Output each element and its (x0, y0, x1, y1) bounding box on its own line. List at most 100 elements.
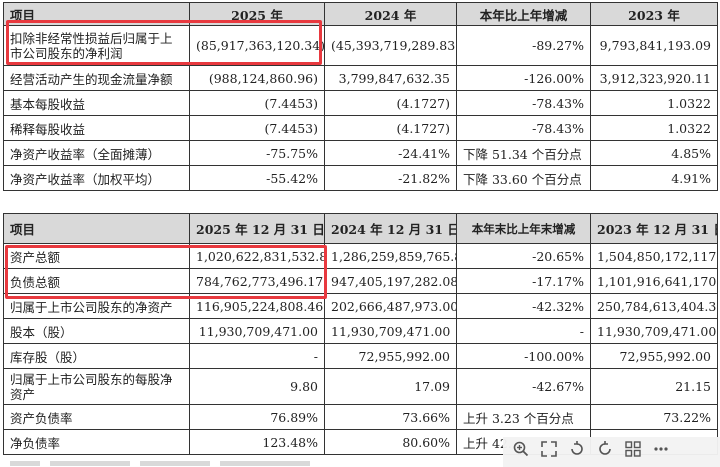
cell-2023: 1.0322 (590, 115, 718, 141)
cell-change: -100.00% (456, 343, 591, 369)
cut-off-text-strip (0, 458, 503, 467)
row-label: 净资产收益率（加权平均） (3, 165, 190, 191)
table1-header-2023: 2023 年 (590, 2, 718, 26)
cell-change: -42.32% (456, 293, 591, 319)
table-row: 负债总额 784,762,773,496.17 947,405,197,282.… (3, 268, 718, 294)
cell-2023: 1.0322 (590, 90, 718, 116)
table2-header-row: 项目 2025 年 12 月 31 日 2024 年 12 月 31 日 本年末… (3, 213, 718, 244)
expand-icon[interactable] (540, 440, 558, 458)
cell-2024: 1,286,259,859,765.82 (324, 243, 457, 269)
cell-2025: - (189, 343, 325, 369)
table2-header-item: 项目 (3, 213, 190, 244)
table-row: 净资产收益率（全面摊薄） -75.75% -24.41% 下降 51.34 个百… (3, 140, 718, 166)
cell-2023: 9,793,841,193.09 (590, 25, 718, 66)
cell-change: -78.43% (456, 115, 591, 141)
table-row: 资产总额 1,020,622,831,532.86 1,286,259,859,… (3, 243, 718, 269)
table2-header-2023: 2023 年 12 月 31 日 (590, 213, 718, 244)
cell-change: -42.67% (456, 368, 591, 405)
cell-change: -17.17% (456, 268, 591, 294)
row-label: 资产总额 (3, 243, 190, 269)
table2-header-change: 本年末比上年末增减 (456, 213, 591, 244)
table1-header-change: 本年比上年增减 (456, 2, 591, 26)
cell-2025: 9.80 (189, 368, 325, 405)
cell-2025: 784,762,773,496.17 (189, 268, 325, 294)
cell-2024: 80.60% (324, 429, 457, 455)
cell-2023: 73.22% (590, 404, 718, 430)
cell-2024: 11,930,709,471.00 (324, 318, 457, 344)
rotate-right-icon[interactable] (596, 440, 614, 458)
table-row: 库存股（股） - 72,955,992.00 -100.00% 72,955,9… (3, 343, 718, 369)
cell-2024: 73.66% (324, 404, 457, 430)
table2-header-2025: 2025 年 12 月 31 日 (189, 213, 325, 244)
cell-2025: (7.4453) (189, 90, 325, 116)
table-row: 净资产收益率（加权平均） -55.42% -21.82% 下降 33.60 个百… (3, 165, 718, 191)
cell-2025: 1,020,622,831,532.86 (189, 243, 325, 269)
row-label: 归属于上市公司股东的每股净资产 (3, 368, 190, 405)
cell-2025: 123.48% (189, 429, 325, 455)
cell-2023: 250,784,613,404.38 (590, 293, 718, 319)
row-label: 资产负债率 (3, 404, 190, 430)
table1-header-item: 项目 (3, 2, 190, 26)
financial-table-balance: 项目 2025 年 12 月 31 日 2024 年 12 月 31 日 本年末… (3, 213, 718, 455)
cell-2024: 947,405,197,282.08 (324, 268, 457, 294)
cell-change: 下降 51.34 个百分点 (456, 140, 591, 166)
cell-2024: (4.1727) (324, 115, 457, 141)
table-row: 归属于上市公司股东的净资产 116,905,224,808.46 202,666… (3, 293, 718, 319)
cell-2025: -75.75% (189, 140, 325, 166)
cell-2024: -21.82% (324, 165, 457, 191)
table1-header-row: 项目 2025 年 2024 年 本年比上年增减 2023 年 (3, 2, 718, 26)
row-label: 稀释每股收益 (3, 115, 190, 141)
cell-change: -20.65% (456, 243, 591, 269)
cell-2023: 4.91% (590, 165, 718, 191)
financial-table-profit: 项目 2025 年 2024 年 本年比上年增减 2023 年 扣除非经常性损益… (3, 2, 718, 191)
cell-2024: 72,955,992.00 (324, 343, 457, 369)
row-label: 库存股（股） (3, 343, 190, 369)
row-label: 负债总额 (3, 268, 190, 294)
cell-2024: 17.09 (324, 368, 457, 405)
cell-2024: 3,799,847,632.35 (324, 65, 457, 91)
cell-2025: (988,124,860.96) (189, 65, 325, 91)
table-row: 基本每股收益 (7.4453) (4.1727) -78.43% 1.0322 (3, 90, 718, 116)
cell-2023: 3,912,323,920.11 (590, 65, 718, 91)
cell-2023: 21.15 (590, 368, 718, 405)
cell-2023: 72,955,992.00 (590, 343, 718, 369)
viewer-toolbar (512, 440, 670, 458)
cell-change: 上升 3.23 个百分点 (456, 404, 591, 430)
row-label: 归属于上市公司股东的净资产 (3, 293, 190, 319)
cell-2023: 11,930,709,471.00 (590, 318, 718, 344)
table-row: 资产负债率 76.89% 73.66% 上升 3.23 个百分点 73.22% (3, 404, 718, 430)
row-label: 净负债率 (3, 429, 190, 455)
cell-2023: 1,504,850,172,117.83 (590, 243, 718, 269)
grid-icon[interactable] (624, 440, 642, 458)
more-icon[interactable] (652, 440, 670, 458)
rotate-left-icon[interactable] (568, 440, 586, 458)
cell-2025: 11,930,709,471.00 (189, 318, 325, 344)
zoom-in-icon[interactable] (512, 440, 530, 458)
viewer-toolbar-backdrop (503, 437, 720, 467)
cell-2023: 1,101,916,641,170.57 (590, 268, 718, 294)
row-label: 扣除非经常性损益后归属于上市公司股东的净利润 (3, 25, 190, 66)
cell-2025: 76.89% (189, 404, 325, 430)
cell-2025: (7.4453) (189, 115, 325, 141)
cell-change: -89.27% (456, 25, 591, 66)
table-row: 扣除非经常性损益后归属于上市公司股东的净利润 (85,917,363,120.3… (3, 25, 718, 66)
cell-2024: 202,666,487,973.00 (324, 293, 457, 319)
cell-2023: 4.85% (590, 140, 718, 166)
cell-change: 下降 33.60 个百分点 (456, 165, 591, 191)
table1-header-2025: 2025 年 (189, 2, 325, 26)
cell-change: -78.43% (456, 90, 591, 116)
row-label: 净资产收益率（全面摊薄） (3, 140, 190, 166)
table-row: 经营活动产生的现金流量净额 (988,124,860.96) 3,799,847… (3, 65, 718, 91)
cell-2025: 116,905,224,808.46 (189, 293, 325, 319)
row-label: 经营活动产生的现金流量净额 (3, 65, 190, 91)
row-label: 股本（股） (3, 318, 190, 344)
table1-header-2024: 2024 年 (324, 2, 457, 26)
cell-change: - (456, 318, 591, 344)
cell-change: -126.00% (456, 65, 591, 91)
cell-2025: -55.42% (189, 165, 325, 191)
cell-2025: (85,917,363,120.34) (189, 25, 325, 66)
row-label: 基本每股收益 (3, 90, 190, 116)
cell-2024: -24.41% (324, 140, 457, 166)
table2-header-2024: 2024 年 12 月 31 日 (324, 213, 457, 244)
table-row: 股本（股） 11,930,709,471.00 11,930,709,471.0… (3, 318, 718, 344)
